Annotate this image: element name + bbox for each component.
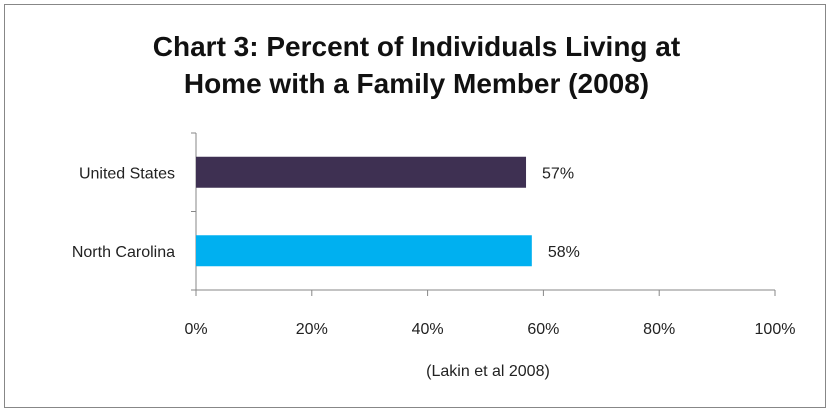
bar <box>196 156 527 188</box>
category-label: North Carolina <box>72 244 175 261</box>
data-label: 57% <box>542 165 574 182</box>
chart-title-line-2: Home with a Family Member (2008) <box>183 68 650 99</box>
bar <box>196 235 532 267</box>
x-tick-label: 40% <box>412 321 444 338</box>
x-tick-label: 0% <box>184 321 207 338</box>
x-tick-label: 60% <box>527 321 559 338</box>
chart-frame <box>4 4 826 408</box>
data-label: 58% <box>548 244 580 261</box>
x-tick-label: 20% <box>296 321 328 338</box>
x-tick-label: 100% <box>755 321 796 338</box>
x-tick-label: 80% <box>643 321 675 338</box>
x-axis-caption: (Lakin et al 2008) <box>426 363 550 380</box>
chart-title-line-1: Chart 3: Percent of Individuals Living a… <box>152 31 681 62</box>
category-label: United States <box>79 165 175 182</box>
chart-title: Chart 3: Percent of Individuals Living a… <box>0 28 833 102</box>
